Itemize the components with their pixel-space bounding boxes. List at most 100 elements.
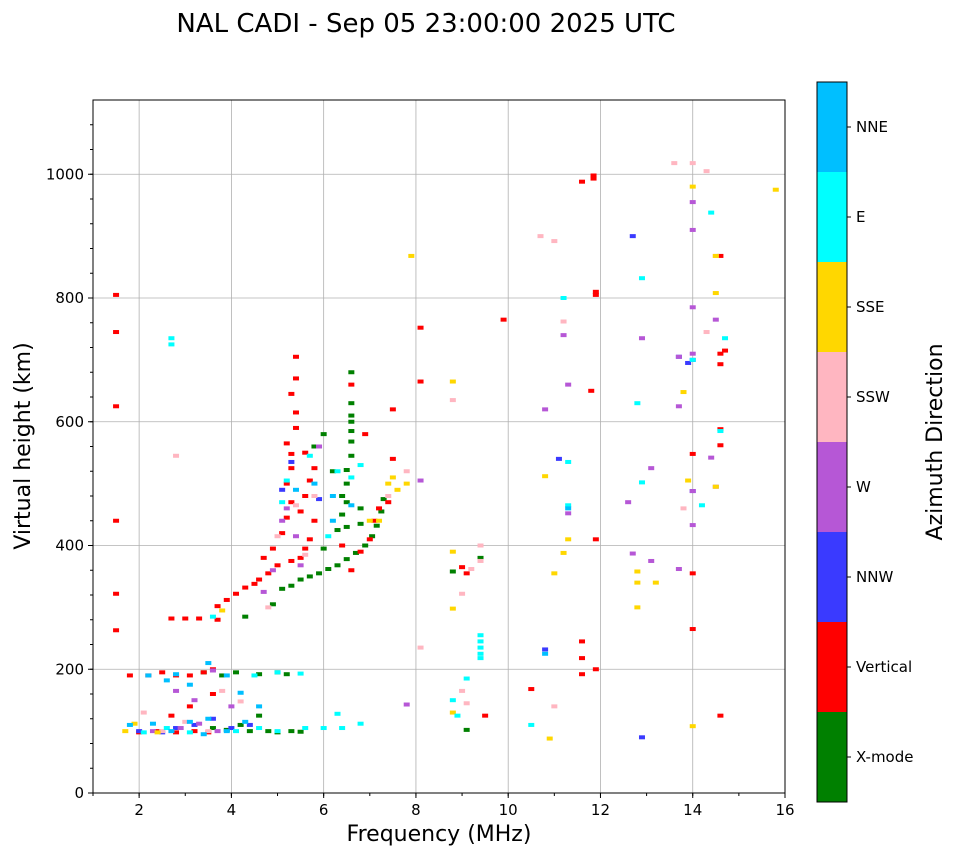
- point-sse: [652, 580, 659, 585]
- point-vertical: [223, 597, 230, 602]
- point-x-mode: [316, 571, 323, 576]
- point-e: [477, 651, 484, 656]
- point-e: [283, 478, 290, 483]
- point-x-mode: [242, 614, 249, 619]
- point-vertical: [579, 672, 586, 677]
- point-vertical: [717, 253, 724, 258]
- point-x-mode: [288, 729, 295, 734]
- point-vertical: [376, 506, 383, 511]
- point-vertical: [482, 713, 489, 718]
- point-w: [417, 478, 424, 483]
- x-tick-label: 2: [134, 801, 144, 819]
- point-x-mode: [348, 429, 355, 434]
- point-nnw: [555, 456, 562, 461]
- point-e: [722, 336, 729, 341]
- point-vertical: [417, 379, 424, 384]
- point-x-mode: [256, 713, 263, 718]
- point-vertical: [371, 518, 378, 523]
- point-e: [339, 726, 346, 731]
- point-nnw: [316, 497, 323, 502]
- point-ssw: [385, 494, 392, 498]
- point-sse: [366, 518, 373, 523]
- point-x-mode: [339, 512, 346, 517]
- point-e: [274, 670, 281, 675]
- point-sse: [772, 187, 779, 192]
- point-w: [629, 551, 636, 556]
- point-sse: [685, 478, 692, 483]
- point-ssw: [237, 699, 244, 704]
- point-x-mode: [362, 543, 369, 548]
- point-x-mode: [348, 370, 355, 375]
- x-tick-label: 10: [499, 801, 518, 819]
- point-sse: [449, 549, 456, 554]
- point-vertical: [417, 325, 424, 330]
- point-vertical: [717, 443, 724, 448]
- point-e: [357, 721, 364, 726]
- colorbar-category-label: NNE: [856, 118, 888, 136]
- point-vertical: [159, 670, 166, 675]
- point-x-mode: [348, 439, 355, 444]
- point-vertical: [288, 466, 295, 471]
- point-nne: [348, 503, 355, 508]
- point-w: [292, 534, 299, 539]
- point-w: [675, 567, 682, 572]
- point-nne: [186, 719, 193, 724]
- point-x-mode: [357, 506, 364, 511]
- point-x-mode: [325, 567, 332, 572]
- point-vertical: [173, 730, 180, 735]
- point-vertical: [113, 292, 120, 297]
- point-sse: [634, 580, 641, 585]
- point-ssw: [689, 161, 696, 166]
- point-vertical: [113, 518, 120, 523]
- point-w: [648, 558, 655, 563]
- point-vertical: [689, 451, 696, 456]
- point-sse: [394, 487, 401, 492]
- point-vertical: [528, 687, 535, 692]
- point-vertical: [592, 537, 599, 542]
- point-sse: [712, 484, 719, 489]
- point-e: [477, 633, 484, 638]
- colorbar-category-label: NNW: [856, 568, 893, 586]
- point-vertical: [265, 571, 272, 576]
- point-vertical: [579, 179, 586, 184]
- colorbar-swatch: [817, 442, 847, 532]
- point-e: [565, 503, 572, 508]
- point-vertical: [292, 425, 299, 430]
- point-x-mode: [334, 528, 341, 533]
- point-e: [186, 730, 193, 735]
- point-nne: [329, 518, 336, 523]
- point-nnw: [191, 722, 198, 727]
- point-x-mode: [343, 468, 350, 473]
- point-vertical: [113, 330, 120, 335]
- point-w: [260, 589, 267, 594]
- point-e: [233, 729, 240, 734]
- point-ssw: [311, 494, 318, 498]
- point-x-mode: [246, 729, 253, 734]
- point-sse: [403, 481, 410, 486]
- point-vertical: [590, 173, 597, 178]
- point-vertical: [260, 555, 267, 560]
- x-tick-label: 6: [319, 801, 329, 819]
- point-e: [306, 453, 313, 458]
- point-w: [403, 702, 410, 707]
- point-nne: [173, 672, 180, 677]
- point-x-mode: [334, 563, 341, 568]
- point-vertical: [590, 176, 597, 181]
- point-vertical: [274, 563, 281, 568]
- point-x-mode: [269, 602, 276, 607]
- point-nne: [168, 729, 175, 734]
- point-sse: [449, 379, 456, 384]
- point-nne: [205, 661, 212, 666]
- colorbar-swatch: [817, 172, 847, 262]
- colorbar-category-label: Vertical: [856, 658, 912, 676]
- point-vertical: [297, 555, 304, 560]
- point-vertical: [288, 451, 295, 456]
- point-ssw: [468, 567, 475, 572]
- point-vertical: [283, 441, 290, 446]
- point-nne: [145, 673, 152, 678]
- point-nne: [565, 506, 572, 511]
- colorbar-category-label: E: [856, 208, 865, 226]
- point-ssw: [459, 591, 466, 596]
- point-ssw: [537, 234, 544, 239]
- point-vertical: [689, 571, 696, 576]
